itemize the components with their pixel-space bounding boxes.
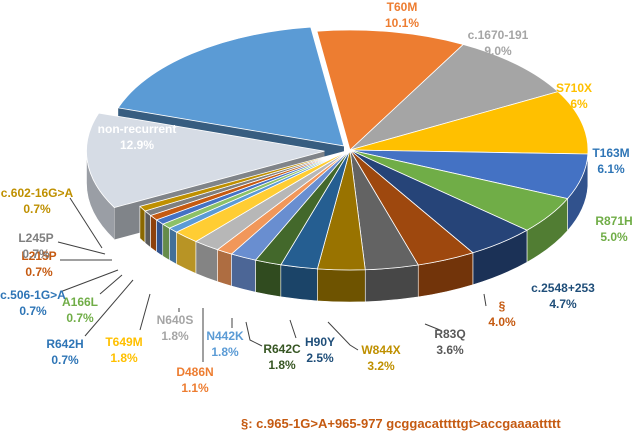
data-label-value: 0.7% [19, 304, 47, 318]
data-label-value: 4.0% [488, 315, 516, 329]
data-label-value: 3.6% [436, 343, 464, 357]
data-label-name: H90Y [305, 335, 335, 349]
leader-line [140, 294, 150, 330]
data-label-name: R642H [46, 337, 83, 351]
data-label-value: 5.0% [600, 230, 628, 244]
data-label-name: T60M [387, 0, 418, 14]
pie-side-R642H [169, 228, 176, 264]
pie-side-c.506-1G>A [156, 220, 162, 256]
data-label-value: 2.5% [306, 351, 334, 365]
data-label-name: R959fs [158, 19, 198, 33]
pie-side-W844X [317, 269, 365, 302]
data-label-value: 8.6% [560, 97, 588, 111]
data-label-name: W844X [361, 343, 400, 357]
data-label-name: N442K [206, 329, 244, 343]
data-label-value: 3.2% [367, 359, 395, 373]
data-label-value: 6.1% [597, 162, 625, 176]
data-label-value: 1.1% [181, 381, 209, 395]
data-label-value: 0.7% [23, 202, 51, 216]
data-label-name: A166L [62, 295, 98, 309]
data-label-name: S710X [556, 81, 592, 95]
data-label-name: c.2548+253 [531, 281, 595, 295]
data-label-name: c.506-1G>A [0, 288, 66, 302]
pie-side-N442K [231, 254, 255, 292]
data-label-name: D486N [176, 365, 213, 379]
data-label-name: R642C [263, 342, 301, 356]
data-label-value: 1.8% [211, 345, 239, 359]
footnote: §: c.965-1G>A+965-977 gcggacatttttgt>acc… [241, 416, 561, 431]
data-label-value: 0.7% [51, 353, 79, 367]
data-label-value: 17.6% [161, 35, 195, 49]
pie-side-L215P [151, 215, 157, 251]
leader-line [58, 242, 105, 254]
data-label-value: 0.7% [25, 265, 53, 279]
data-label-value: 0.7% [66, 311, 94, 325]
pie-side-A166L [163, 224, 170, 260]
data-label-name: c.1670-191 [468, 28, 529, 42]
data-label-value: 1.8% [161, 329, 189, 343]
data-label-name: N640S [157, 313, 194, 327]
leader-line [246, 322, 262, 346]
data-label-name: R83Q [434, 327, 465, 341]
data-label-value: 0.7% [22, 247, 50, 261]
pie-side-c.602-16G>A [140, 206, 145, 243]
leader-line [290, 320, 296, 338]
data-label-value: 12.9% [120, 138, 154, 152]
data-label-name: R871H [595, 214, 632, 228]
data-label-name: T649M [105, 335, 142, 349]
data-label-name: L245P [18, 231, 53, 245]
leader-line [100, 275, 122, 294]
data-label-value: 1.8% [268, 358, 296, 372]
data-label-value: 1.8% [110, 351, 138, 365]
data-label-name: c.602-16G>A [1, 186, 74, 200]
data-label-value: 9.0% [484, 44, 512, 58]
data-label-name: § [499, 299, 506, 313]
pie-side-R83Q [365, 265, 418, 302]
data-label-name: non-recurrent [98, 122, 177, 136]
leader-line [60, 270, 118, 292]
pie-side-R642C [256, 260, 281, 297]
pie-side-D486N [217, 250, 231, 286]
data-label-value: 4.7% [549, 297, 577, 311]
data-label-name: T163M [592, 146, 629, 160]
leader-line [484, 294, 486, 306]
data-label-value: 10.1% [385, 16, 419, 30]
pie-side-H90Y [281, 265, 318, 301]
pie-side-L245P [145, 211, 151, 247]
